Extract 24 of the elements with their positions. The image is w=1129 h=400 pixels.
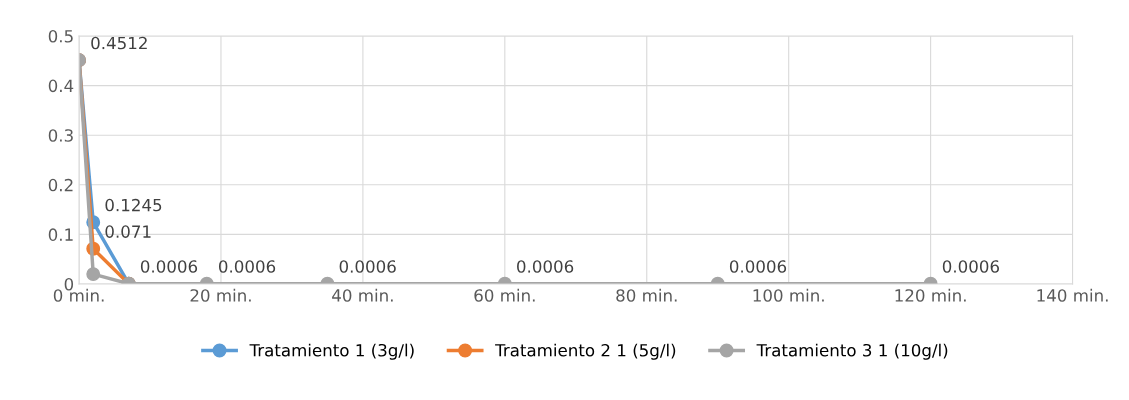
x-tick-label: 100 min. (753, 288, 824, 302)
data-label: 0.071 (105, 225, 151, 238)
y-tick-label: 0.5 (48, 29, 73, 43)
y-tick-label: 0.2 (48, 178, 73, 192)
legend-label: Tratamiento 1 (3g/l) (249, 343, 414, 360)
data-label: 0.0006 (140, 260, 198, 273)
y-tick-label: 0.4 (48, 79, 74, 93)
legend-label: Tratamiento 2 1 (5g/l) (495, 343, 676, 360)
data-label: 0.0006 (942, 260, 999, 273)
data-label: 0.4512 (91, 36, 147, 50)
x-tick-label: 80 min. (616, 288, 677, 302)
y-tick-label: 0.3 (48, 129, 73, 142)
y-tick-label: 0.1 (48, 228, 73, 241)
x-tick-label: 40 min. (332, 288, 393, 302)
data-label: 0.0006 (339, 260, 396, 273)
data-label: 0.0006 (218, 260, 276, 273)
x-tick-label: 20 min. (190, 288, 251, 302)
data-label: 0.0006 (517, 260, 574, 273)
data-label: 0.0006 (729, 260, 787, 273)
x-tick-label: 140 min. (1037, 288, 1108, 302)
x-tick-label: 120 min. (895, 288, 966, 302)
x-tick-label: 60 min. (474, 288, 535, 302)
legend-label: Tratamiento 3 1 (10g/l) (756, 343, 948, 360)
data-label: 0.1245 (105, 198, 162, 212)
